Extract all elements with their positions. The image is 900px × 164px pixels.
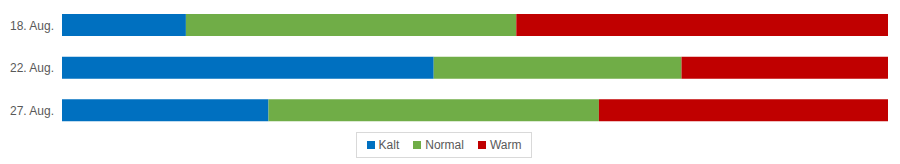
html-text:Warm: Warm xyxy=(489,138,522,152)
svg-text:22. Aug.: 22. Aug. xyxy=(10,61,54,75)
html-text:Normal: Normal xyxy=(425,138,464,152)
svg-text:27. Aug.: 27. Aug. xyxy=(10,104,54,118)
svg-text:18. Aug.: 18. Aug. xyxy=(10,19,54,33)
html-text:Kalt: Kalt xyxy=(378,138,400,152)
